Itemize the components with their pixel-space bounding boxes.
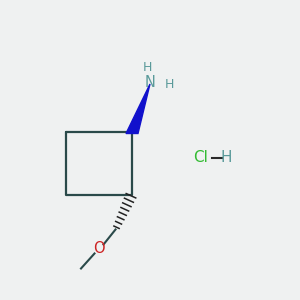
Text: H: H [221, 150, 232, 165]
Text: H: H [165, 77, 174, 91]
Text: Cl: Cl [194, 150, 208, 165]
Polygon shape [126, 84, 150, 134]
Text: O: O [93, 241, 105, 256]
Text: H: H [142, 61, 152, 74]
Text: N: N [145, 75, 155, 90]
